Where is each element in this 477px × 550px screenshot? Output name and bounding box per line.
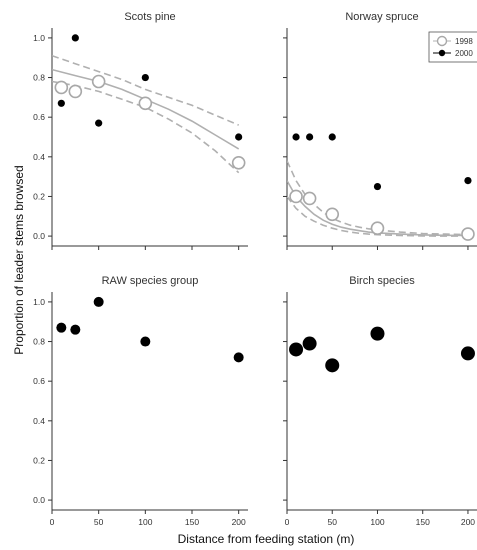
data-point-1998	[289, 189, 303, 204]
x-tick-label: 50	[328, 517, 338, 527]
fit-line	[287, 180, 469, 237]
y-tick-label: 0.0	[33, 495, 45, 505]
data-point-2000	[373, 182, 382, 191]
data-point-2000	[464, 177, 472, 185]
x-axis-label: Distance from feeding station (m)	[178, 532, 355, 546]
data-point-2000	[460, 346, 475, 361]
data-point-2000	[302, 336, 317, 351]
data-point-1998	[68, 84, 83, 99]
panel-1: Scots pine 0.0 0.2 0.4 0.6 0.8 1.0	[33, 11, 248, 250]
plot-area	[56, 296, 244, 363]
legend-marker-open	[436, 35, 448, 47]
data-point-1998	[54, 80, 69, 95]
panel-2: Norway spruce 1998 2000	[283, 11, 477, 250]
fit-lower-ci	[52, 80, 240, 174]
legend-box	[428, 31, 477, 63]
panel-4: Birch species 0 50 100 150 200	[283, 275, 477, 527]
fit-upper-ci	[287, 160, 469, 236]
y-tick-label: 0.6	[33, 112, 45, 122]
data-point-2000	[71, 34, 79, 42]
y-tick-label: 0.4	[33, 152, 45, 162]
data-point-2000	[233, 352, 244, 363]
x-tick-label: 150	[185, 517, 199, 527]
x-tick-label: 200	[461, 517, 475, 527]
data-point-1998	[325, 207, 340, 222]
data-point-1998	[231, 155, 246, 170]
data-point-2000	[370, 326, 385, 341]
legend-marker-filled	[438, 49, 446, 57]
x-tick-label: 100	[138, 517, 152, 527]
x-tick-label: 0	[285, 517, 290, 527]
data-point-2000	[306, 133, 314, 141]
data-point-2000	[140, 336, 151, 347]
legend: 1998 2000	[428, 31, 477, 63]
data-point-2000	[292, 133, 300, 141]
y-tick-label: 0.4	[33, 416, 45, 426]
data-point-1998	[138, 96, 153, 111]
data-point-2000	[57, 99, 65, 107]
x-tick-label: 0	[50, 517, 55, 527]
y-tick-label: 0.8	[33, 73, 45, 83]
plot-area	[287, 133, 475, 241]
y-tick-label: 1.0	[33, 297, 45, 307]
data-point-1998	[461, 227, 475, 241]
y-tick-label: 0.8	[33, 337, 45, 347]
y-tick-label: 1.0	[33, 33, 45, 43]
x-tick-label: 200	[232, 517, 246, 527]
data-point-2000	[56, 322, 67, 333]
data-point-2000	[93, 296, 104, 307]
legend-label: 1998	[455, 37, 473, 46]
data-point-1998	[302, 191, 317, 206]
data-point-2000	[95, 119, 103, 127]
panel-title: Birch species	[349, 275, 415, 287]
x-tick-label: 100	[370, 517, 384, 527]
y-tick-label: 0.6	[33, 376, 45, 386]
panels: Scots pine 0.0 0.2 0.4 0.6 0.8 1.0 Norway spruc…	[33, 11, 477, 527]
panel-3: RAW species group 0.0 0.2 0.4 0.6 0.8 1.0 0 50 10…	[33, 275, 248, 527]
y-tick-label: 0.2	[33, 455, 45, 465]
panel-title: Norway spruce	[345, 11, 418, 23]
legend-label: 2000	[455, 49, 473, 58]
plot-area	[289, 326, 475, 373]
data-point-2000	[328, 133, 336, 141]
data-point-1998	[370, 221, 385, 235]
data-point-2000	[289, 342, 304, 357]
y-tick-label: 0.2	[33, 191, 45, 201]
data-point-2000	[70, 324, 81, 335]
data-point-1998	[91, 74, 106, 89]
data-point-2000	[325, 358, 340, 373]
data-point-2000	[235, 133, 243, 141]
x-tick-label: 150	[416, 517, 430, 527]
panel-title: RAW species group	[102, 275, 199, 287]
y-axis-label: Proportion of leader stems browsed	[12, 165, 26, 354]
fit-upper-ci	[52, 54, 240, 126]
data-point-2000	[141, 73, 149, 82]
x-tick-label: 50	[94, 517, 104, 527]
panel-title: Scots pine	[124, 11, 175, 23]
y-tick-label: 0.0	[33, 231, 45, 241]
plot-area	[52, 34, 246, 174]
